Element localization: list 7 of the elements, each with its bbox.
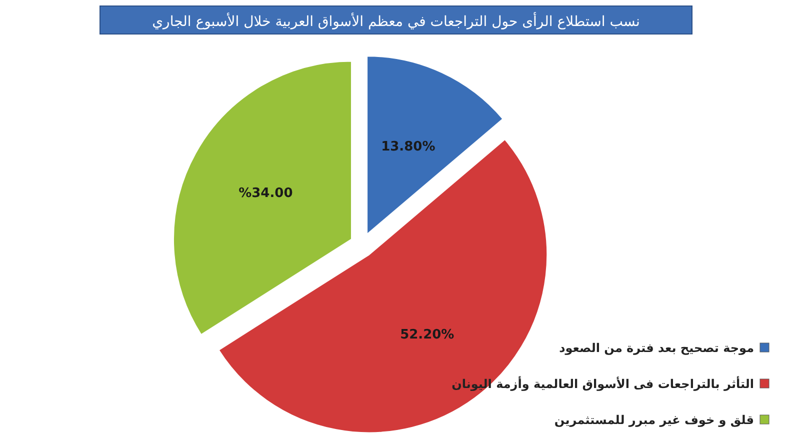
- data-label: 13.80%: [381, 139, 436, 154]
- chart-title: نسب استطلاع الرأى حول التراجعات في معظم الأسواق العربية خلال الأسبوع الجاري: [152, 12, 640, 30]
- data-label: 52.20%: [400, 328, 454, 343]
- legend-label: قلق و خوف غير مبرر للمستثمرين: [554, 413, 754, 427]
- legend-label: التأثر بالتراجعات فى الأسواق العالمية وأزمة اليونان: [452, 376, 754, 391]
- legend-label: موجة تصحيح بعد فترة من الصعود: [559, 341, 754, 355]
- data-label: %34.00: [238, 186, 293, 202]
